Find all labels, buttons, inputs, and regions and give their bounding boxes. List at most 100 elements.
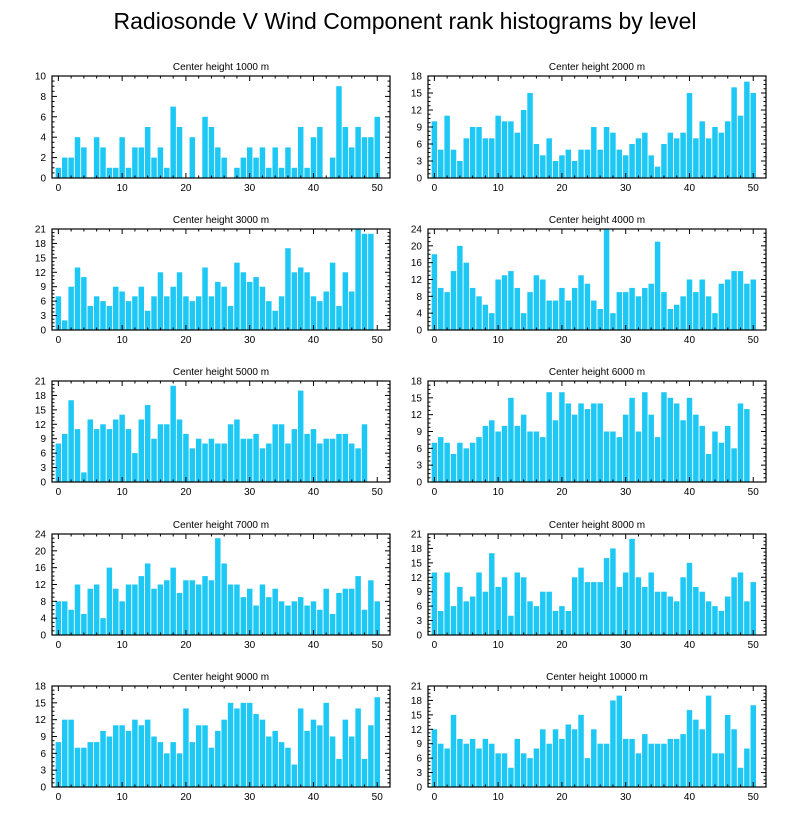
bar (680, 296, 686, 330)
bar (240, 272, 247, 330)
bar (266, 167, 272, 178)
bar (246, 281, 253, 330)
bar (221, 443, 227, 482)
bar (699, 591, 705, 635)
bar (164, 580, 170, 635)
bar (469, 127, 476, 178)
bar (189, 580, 196, 635)
bar (501, 121, 508, 178)
bar (329, 613, 336, 635)
bar (508, 397, 514, 482)
bar (234, 167, 240, 178)
bar (699, 121, 705, 178)
y-tick-label: 8 (40, 92, 46, 103)
bar (55, 167, 62, 178)
bar (215, 730, 221, 787)
bar (132, 296, 138, 330)
bar (699, 425, 705, 482)
bar (520, 577, 527, 635)
bar (138, 725, 145, 787)
bar (546, 591, 552, 635)
bar (183, 433, 189, 482)
bar (208, 580, 215, 635)
bar (705, 296, 712, 330)
bar (119, 291, 125, 330)
bar (565, 610, 572, 635)
bar (622, 572, 629, 635)
bar (348, 291, 355, 330)
histogram-panel-3: Center height 3000 m 0 3 6 9 12 15 18 21 0 10 20 30 4… (35, 215, 391, 346)
bar (527, 292, 533, 331)
y-tick-label: 6 (40, 749, 46, 760)
bar (616, 149, 623, 178)
y-tick-label: 21 (35, 377, 47, 388)
x-tick-label: 40 (308, 487, 320, 498)
bar (457, 586, 463, 635)
bar (81, 147, 87, 178)
bar (368, 580, 374, 635)
x-tick-label: 0 (432, 183, 438, 194)
bar (450, 453, 457, 482)
bar (661, 392, 667, 482)
bar (55, 742, 62, 787)
bar (81, 613, 87, 635)
bar (482, 425, 489, 482)
bar (202, 443, 208, 482)
bar (667, 738, 674, 787)
bar (629, 538, 635, 635)
bar (317, 301, 323, 330)
bar (495, 586, 501, 635)
bar (304, 167, 310, 178)
y-tick-label: 0 (416, 631, 422, 642)
bar (565, 403, 572, 482)
y-tick-label: 21 (411, 682, 423, 693)
x-tick-label: 20 (180, 487, 192, 498)
bar (221, 563, 227, 635)
y-tick-label: 24 (35, 530, 47, 541)
bar (329, 438, 336, 482)
bar (100, 618, 106, 635)
bar (578, 149, 584, 178)
y-tick-label: 21 (411, 530, 423, 541)
bar (603, 229, 610, 330)
bar (342, 433, 349, 482)
bar (317, 127, 323, 178)
y-tick-label: 0 (416, 478, 422, 489)
bar (508, 271, 514, 330)
bar (744, 81, 750, 178)
bar (693, 414, 699, 482)
bar (750, 93, 756, 178)
bar (718, 283, 725, 330)
bar (87, 305, 93, 330)
bar (329, 736, 336, 787)
bar (285, 747, 291, 787)
bar (533, 431, 540, 482)
bar (584, 582, 591, 635)
y-tick-label: 0 (416, 174, 422, 185)
bar (227, 424, 234, 482)
x-tick-label: 20 (556, 335, 568, 346)
bar (221, 157, 227, 178)
bar (234, 419, 240, 482)
bar (718, 132, 725, 178)
bar (68, 719, 74, 787)
y-tick-label: 15 (411, 89, 423, 100)
bar (686, 397, 693, 482)
bar (55, 296, 62, 330)
bar (578, 567, 584, 635)
bar (68, 400, 74, 482)
x-tick-label: 10 (493, 335, 505, 346)
bar (132, 584, 138, 635)
bar (584, 409, 591, 482)
bar (246, 438, 253, 482)
bar (93, 429, 100, 482)
bar (527, 93, 533, 178)
bar (654, 241, 661, 331)
bar (310, 429, 317, 482)
bar (724, 279, 731, 330)
y-tick-label: 12 (35, 268, 47, 279)
y-tick-label: 18 (411, 72, 423, 83)
histogram-panel-6: Center height 6000 m 0 3 6 9 12 15 18 0 10 20 30 40 5… (411, 367, 767, 498)
x-tick-label: 40 (308, 183, 320, 194)
bar (457, 738, 463, 787)
